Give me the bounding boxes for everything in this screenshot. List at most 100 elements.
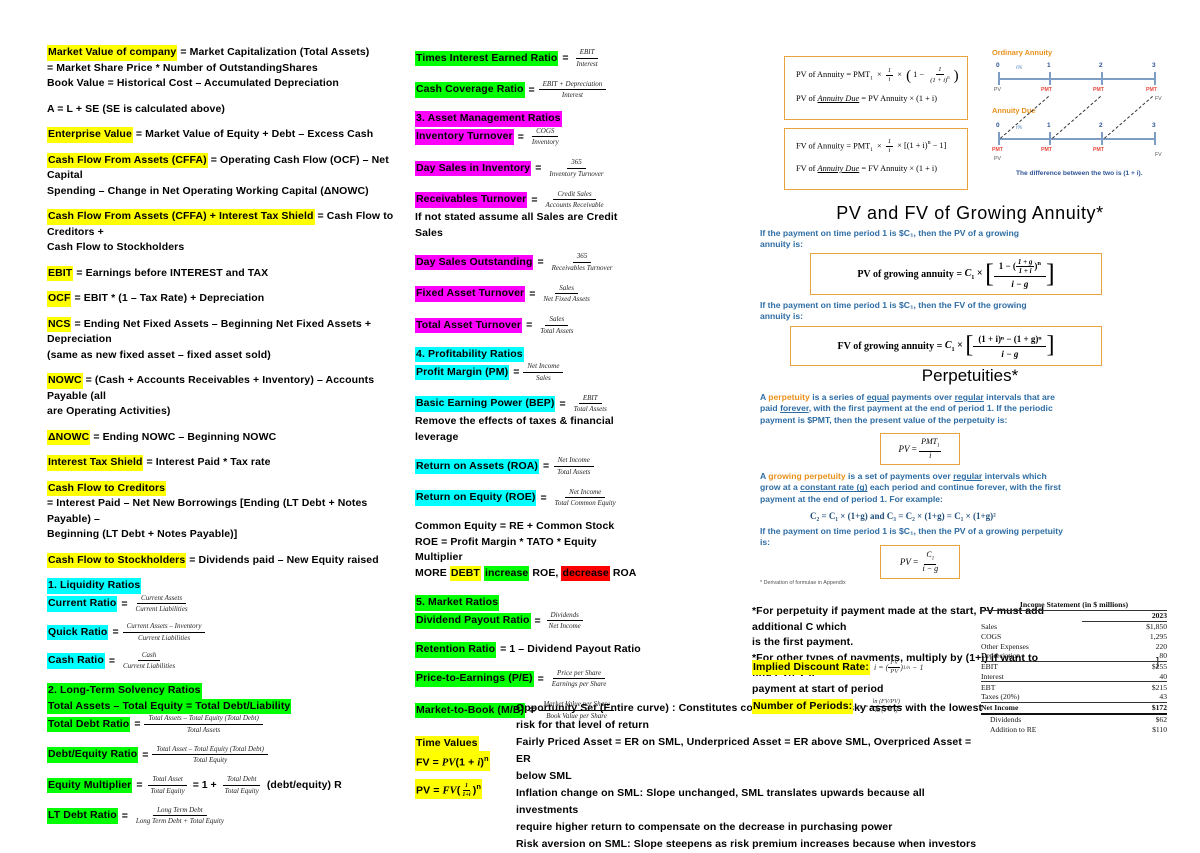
formula-fraction: Total Asset – Total Equity (Total Debt) T…	[152, 745, 268, 766]
ratio-formula-row: Day Sales in Inventory = 365 Inventory Turn…	[415, 158, 645, 179]
text-line: Cash Flow to Stockholders	[47, 240, 402, 256]
pv-formula: PV = FV(1 1+i)n	[415, 779, 483, 800]
text-line: Cash Flow to Creditors	[47, 480, 402, 496]
formula-fraction: Current Assets – Inventory Current Liabil…	[122, 622, 206, 643]
formula-fraction: Credit Sales Accounts Receivable	[542, 190, 608, 211]
spacer	[415, 100, 645, 111]
ratio-formula-row: Profit Margin (PM) = Net Income Sales	[415, 362, 645, 383]
fraction-numerator: Total Asset – Total Equity (Total Debt)	[152, 745, 268, 755]
equals-sign: =	[543, 460, 550, 473]
sml-note-line: Risk aversion on SML: Slope steepens as …	[516, 838, 977, 850]
fraction-numerator: Total Asset	[148, 775, 187, 786]
highlighted-term: Cash Flow From Assets (CFFA) + Interest …	[47, 209, 315, 225]
highlighted-term: NCS	[47, 316, 72, 332]
growing-annuity-title: PV and FV of Growing Annuity*	[836, 203, 1104, 223]
ratio-name: Total Asset Turnover	[415, 317, 523, 333]
row-label: Taxes (20%)	[981, 692, 1082, 703]
ratio-formula-row: Price-to-Earnings (P/E) = Price per Share E…	[415, 669, 645, 690]
line-text: = Market Share Price * Number of Outstan…	[47, 61, 318, 74]
row-value: 43	[1081, 692, 1167, 703]
row-value: $215	[1151, 682, 1167, 692]
ratio-formula-row: Cash Ratio = Cash Current Liabilities	[47, 651, 402, 672]
ratio-name: Retention Ratio	[415, 642, 497, 658]
text-line: EBIT = Earnings before INTEREST and TAX	[47, 265, 402, 281]
heading-text: 5. Market Ratios	[415, 595, 500, 611]
ratio-block: Debt/Equity Ratio = Total Asset – Total Eq…	[47, 745, 402, 766]
equals-sign: =	[529, 287, 536, 300]
formula-fraction: Cash Current Liabilities	[119, 651, 179, 672]
ratio-name: Day Sales Outstanding	[415, 254, 534, 270]
spacer	[415, 147, 645, 158]
section-heading: Time Values	[415, 735, 645, 751]
text-line: A = L + SE (SE is calculated above)	[47, 102, 402, 118]
spacer	[415, 383, 645, 394]
fraction-denominator: Total Assets	[540, 326, 574, 335]
text-line: Cash Flow to Stockholders = Dividends pa…	[47, 552, 402, 568]
ratio-formula-row: Cash Coverage Ratio = EBIT + Depreciation I…	[415, 80, 645, 101]
perpetuities-title: Perpetuities*	[921, 366, 1019, 385]
ratio-block: Return on Equity (ROE) = Net Income Total C…	[415, 488, 645, 509]
formula-fraction: Dividends Net Income	[545, 611, 585, 632]
line-text: = Earnings before INTEREST and TAX	[73, 266, 269, 279]
row-label: Dividends	[990, 714, 1022, 724]
spacer	[47, 199, 402, 209]
growing-fv-formula-box: FV of growing annuity = C1 × [ (1 + i)ⁿ …	[790, 326, 1102, 366]
spacer	[47, 643, 402, 651]
ratio-block: Fixed Asset Turnover = Sales Net Fixed Asse…	[415, 284, 645, 305]
text-line: are Operating Activities)	[47, 404, 402, 420]
heading-text: 2. Long-Term Solvency Ratios	[47, 683, 202, 699]
row-label: Interest	[981, 671, 1082, 683]
row-value: 40	[1081, 671, 1167, 683]
ratio-formula-row: Equity Multiplier = Total Asset Total Equit…	[47, 775, 402, 796]
income-statement-table: Income Statement (in $ millions) 2023 Sa…	[981, 600, 1167, 734]
perpetuity-pv-box: PV = PMT1 i	[880, 433, 960, 465]
debt-note-part: DEBT	[449, 565, 481, 581]
equals-sign: =	[562, 52, 569, 65]
equals-sign: =	[108, 654, 115, 667]
ratio-block: Cash Ratio = Cash Current Liabilities	[47, 651, 402, 672]
fraction-denominator: Total Assets	[187, 725, 221, 734]
ratio-name: Current Ratio	[47, 596, 118, 612]
line-text: Beginning (LT Debt + Notes Payable)]	[47, 528, 238, 540]
growing-pv-text-1: If the payment on time period 1 is $C₁, …	[760, 228, 1020, 238]
fraction-denominator: Earnings per Share	[551, 680, 607, 688]
ratio-name: Cash Coverage Ratio	[415, 82, 525, 98]
formula-fraction: Net Income Sales	[523, 362, 564, 383]
spacer	[415, 689, 645, 700]
ratio-block: Total Asset Turnover = Sales Total Assets	[415, 315, 645, 336]
fraction-denominator: Total Common Equity	[554, 499, 616, 507]
fraction-denominator: Total Assets	[557, 467, 591, 476]
spacer	[47, 614, 402, 622]
ratio-block: Equity Multiplier = Total Asset Total Equit…	[47, 775, 402, 796]
text-line: NCS = Ending Net Fixed Assets – Beginnin…	[47, 316, 402, 348]
annuity-due-label: Annuity Due	[992, 106, 1036, 115]
ratio-name: Inventory Turnover	[415, 129, 514, 145]
row-value: $172	[1081, 702, 1167, 715]
fraction-numerator: Net Income	[565, 488, 606, 498]
row-value: $62	[1155, 714, 1167, 724]
fraction-denominator: Inventory	[531, 138, 559, 146]
table-row: Depreciation 80	[981, 650, 1167, 662]
left-column: Market Value of company = Market Capital…	[47, 45, 402, 826]
highlighted-term: EBIT	[47, 265, 74, 281]
table-row: Dividends $62	[981, 714, 1167, 725]
spacer	[47, 363, 402, 373]
ordinary-annuity-label: Ordinary Annuity	[992, 48, 1053, 57]
ratio-name: Fixed Asset Turnover	[415, 286, 526, 302]
equals-sign: =	[537, 256, 544, 269]
ratio-note: If not stated assume all Sales are Credi…	[415, 211, 618, 239]
ratio-block: LT Debt Ratio = Long Term Debt Long Term De…	[47, 806, 402, 827]
ratio-block: Dividend Payout Ratio = Dividends Net Incom…	[415, 611, 645, 632]
fraction-denominator: Current Liabilities	[122, 662, 176, 670]
text-line: Interest Tax Shield = Interest Paid * Ta…	[47, 455, 402, 471]
highlighted-term: OCF	[47, 291, 72, 307]
spacer	[47, 307, 402, 317]
section-heading: 2. Long-Term Solvency Ratios	[47, 683, 402, 699]
row-label: Other Expenses	[981, 641, 1029, 651]
text-line: ΔNOWC = Ending NOWC – Beginning NOWC	[47, 429, 402, 445]
fraction-denominator: Total Equity	[193, 756, 228, 764]
profitability-note: ROE = Profit Margin * TATO * Equity Mult…	[415, 535, 597, 564]
equals-sign: =	[537, 672, 544, 685]
formula-fraction: 365 Inventory Turnover	[545, 158, 607, 179]
